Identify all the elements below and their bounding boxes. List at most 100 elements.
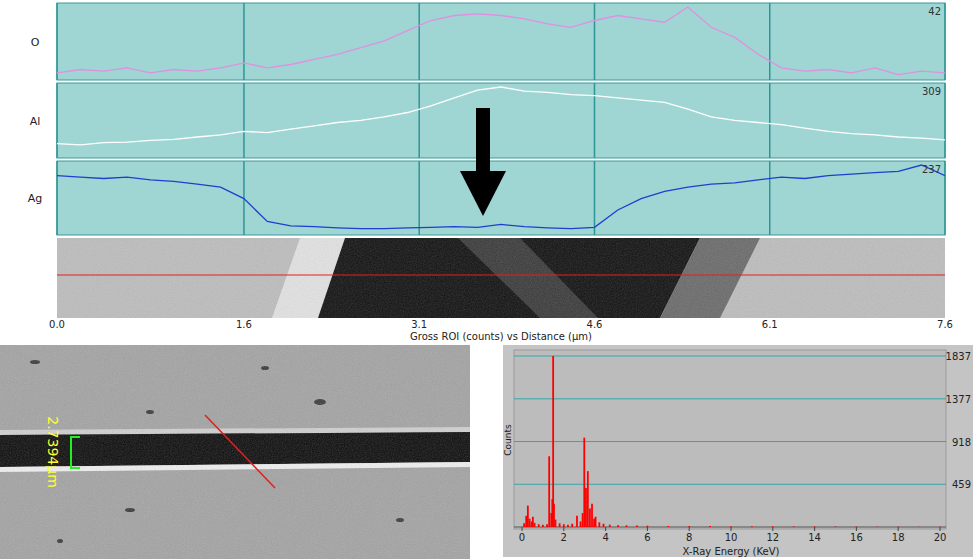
- scan-line: [205, 415, 275, 488]
- spectrum-spike: [580, 521, 582, 527]
- x-tick-label: 14: [808, 532, 821, 543]
- panel-background: [57, 83, 945, 158]
- x-axis-title: Gross ROI (counts) vs Distance (µm): [410, 331, 592, 342]
- grid-line: [514, 484, 946, 485]
- spectrum-spike: [589, 508, 591, 527]
- profile-line: [57, 165, 945, 229]
- x-tick: [856, 527, 857, 531]
- x-tick-label: 18: [892, 532, 905, 543]
- spectrum-spike: [582, 513, 584, 527]
- spectrum-spike: [688, 525, 690, 527]
- x-tick-label: 12: [766, 532, 779, 543]
- spectrum-spike: [709, 525, 711, 527]
- spectrum-spike: [538, 524, 540, 527]
- x-tick: [522, 527, 523, 531]
- x-tick: [605, 527, 606, 531]
- sem-image: 2.7394µm: [0, 345, 470, 559]
- grid-line: [514, 398, 946, 399]
- spectrum-spike: [598, 522, 600, 527]
- grid-line: [243, 83, 245, 158]
- spectrum-spike: [835, 526, 837, 527]
- spectrum-spike: [523, 523, 525, 527]
- spectrum-spike: [730, 525, 732, 527]
- x-tick: [898, 527, 899, 531]
- x-tick-label: 0.0: [49, 319, 65, 330]
- spectrum-spike: [546, 524, 548, 527]
- y-tick-label: 459: [952, 479, 971, 490]
- spectrum-spike: [553, 504, 555, 527]
- x-tick: [647, 527, 648, 531]
- x-tick-label: 4: [602, 532, 608, 543]
- x-tick-label: 10: [725, 532, 738, 543]
- x-tick: [940, 527, 941, 531]
- spectrum-spike: [542, 525, 544, 527]
- profile-line: [57, 87, 945, 145]
- spectrum-spike: [918, 526, 920, 527]
- sem-background: [57, 238, 945, 318]
- plot-area: [57, 7, 945, 75]
- panel-background: [503, 345, 973, 557]
- spectrum-spike: [529, 519, 531, 527]
- grid-line: [769, 83, 771, 158]
- y-tick-label: 918: [952, 437, 971, 448]
- x-tick-label: 4.6: [587, 319, 603, 330]
- grid-line: [56, 3, 58, 80]
- spectrum-spike: [876, 526, 878, 527]
- y-tick-label: 1837: [946, 351, 971, 362]
- spectrum-spike: [576, 516, 578, 527]
- spectrum-spike: [591, 504, 593, 527]
- figure: O42Al309Ag2370.01.63.14.66.17.6Gross ROI…: [0, 0, 976, 559]
- x-tick-label: 7.6: [937, 319, 953, 330]
- spectrum-spike: [814, 526, 816, 527]
- x-axis-title: X-Ray Energy (KeV): [683, 546, 780, 557]
- plot-area: [57, 87, 945, 145]
- y-tick-label: 1377: [946, 394, 971, 405]
- grid-line: [514, 356, 946, 357]
- spectrum-spike: [793, 525, 795, 527]
- x-tick-label: 8: [686, 532, 692, 543]
- grid-line: [594, 83, 596, 158]
- grid-line: [56, 83, 58, 158]
- x-tick-label: 3.1: [411, 319, 427, 330]
- spectrum-spike: [856, 526, 858, 527]
- x-tick-label: 6: [644, 532, 650, 543]
- spectrum-spike: [617, 525, 619, 527]
- y-axis-title: Counts: [503, 424, 513, 456]
- x-tick-label: 16: [850, 532, 863, 543]
- x-tick: [814, 527, 815, 531]
- grid-line: [514, 441, 946, 442]
- spectrum-spike: [527, 506, 529, 527]
- element-label: Al: [30, 115, 41, 128]
- grid-line: [944, 83, 946, 158]
- scan-line: [57, 275, 945, 276]
- plot-background: [514, 350, 946, 529]
- scale-bracket: [71, 437, 80, 468]
- spectrum-spike: [525, 516, 527, 527]
- x-tick: [772, 527, 773, 531]
- sem-noise: [0, 345, 470, 559]
- x-tick: [731, 527, 732, 531]
- x-tick: [563, 527, 564, 531]
- spectrum-spike: [939, 526, 941, 527]
- scale-label: 2.7394µm: [45, 416, 61, 488]
- grid-line: [769, 3, 771, 80]
- element-label: Ag: [28, 192, 43, 205]
- y-max-label: 237: [922, 164, 941, 175]
- x-tick-label: 6.1: [762, 319, 778, 330]
- panel-background: [57, 161, 945, 235]
- arrow-shaft: [476, 108, 490, 172]
- y-max-label: 42: [928, 6, 941, 17]
- x-tick: [689, 527, 690, 531]
- grid-line: [944, 161, 946, 235]
- plot-area: [524, 356, 940, 527]
- x-tick-label: 0: [519, 532, 525, 543]
- y-max-label: 309: [922, 86, 941, 97]
- grid-line: [594, 161, 596, 235]
- profile-panel: Ag 237: [28, 161, 945, 235]
- x-tick-label: 1.6: [236, 319, 252, 330]
- spectrum-spike: [583, 438, 585, 527]
- plot-area: [57, 165, 945, 229]
- x-tick-label: 2: [561, 532, 567, 543]
- grid-line: [56, 161, 58, 235]
- sem-background: [0, 345, 470, 559]
